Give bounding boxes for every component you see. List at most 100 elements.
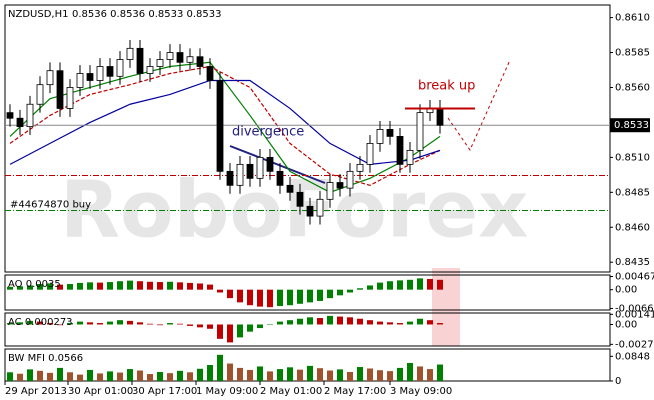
bar	[217, 354, 223, 381]
bar	[337, 316, 343, 325]
bar	[227, 289, 233, 299]
bar	[7, 372, 13, 381]
bar	[157, 371, 163, 381]
bar	[297, 289, 303, 304]
x-tick-label: 30 Apr 17:00	[132, 386, 197, 397]
bar	[347, 289, 353, 293]
bar	[187, 324, 193, 326]
x-tick-label: 3 May 09:00	[390, 386, 452, 397]
bar	[257, 289, 263, 307]
moving-average	[9, 61, 441, 193]
bar	[287, 367, 293, 381]
bar	[217, 324, 223, 339]
bar	[277, 321, 283, 325]
bar	[57, 367, 63, 381]
bar	[437, 279, 443, 290]
bar	[287, 320, 293, 325]
bar	[117, 372, 123, 381]
bar	[367, 320, 373, 325]
bar	[127, 280, 133, 290]
candle-body	[256, 156, 264, 179]
divergence-line	[229, 145, 326, 184]
bar	[337, 369, 343, 381]
bar	[297, 369, 303, 381]
bar	[257, 366, 263, 381]
bar	[127, 369, 133, 381]
level-label: #44674870 buy	[10, 199, 91, 210]
bar	[37, 321, 43, 325]
bar	[347, 371, 353, 381]
bar	[147, 281, 153, 290]
bar	[277, 369, 283, 381]
candle-body	[416, 112, 424, 151]
bar	[67, 323, 73, 325]
bar	[377, 321, 383, 325]
chart-subtitle: 0.8536 0.8536 0.8533 0.8533	[72, 9, 222, 20]
bar	[217, 289, 223, 293]
bar	[387, 281, 393, 290]
bar	[197, 324, 203, 328]
bar	[327, 370, 333, 381]
candle-body	[6, 112, 14, 119]
bar	[57, 284, 63, 290]
candle-body	[226, 170, 234, 186]
candle-body	[266, 156, 274, 172]
bar	[387, 322, 393, 325]
bar	[137, 281, 143, 290]
bar	[257, 324, 263, 329]
bar	[437, 364, 443, 381]
bar	[167, 373, 173, 381]
candle-body	[366, 142, 374, 165]
bar	[237, 289, 243, 303]
bar	[317, 318, 323, 325]
candle-body	[156, 59, 164, 67]
bar	[317, 368, 323, 381]
bar	[137, 322, 143, 325]
bar	[77, 321, 83, 325]
candle-body	[336, 182, 344, 189]
bar	[357, 318, 363, 325]
bar	[67, 372, 73, 381]
candle-body	[86, 73, 94, 81]
bar	[7, 323, 13, 325]
y-tick-label: -0.00277	[615, 339, 654, 350]
candle-body	[406, 149, 414, 165]
bar	[37, 284, 43, 290]
candle-body	[66, 87, 74, 109]
candle-body	[286, 184, 294, 193]
bar	[247, 324, 253, 332]
bar	[47, 283, 53, 290]
bar	[187, 372, 193, 381]
y-tick-label: -0.00665	[615, 303, 654, 314]
candle-body	[166, 52, 174, 60]
candle-body	[146, 66, 154, 74]
y-tick-label: 0.8460	[615, 222, 650, 233]
bar	[417, 366, 423, 381]
panel-frame	[4, 274, 611, 311]
bar	[307, 365, 313, 381]
candle-body	[206, 66, 214, 81]
x-tick-label: 2 May 17:00	[324, 386, 386, 397]
y-tick-label: 0.8485	[615, 187, 650, 198]
bar	[107, 282, 113, 290]
bar	[247, 289, 253, 306]
candle-body	[96, 66, 104, 81]
y-tick-label: 0.8510	[615, 152, 650, 163]
bar	[57, 324, 63, 326]
bar	[207, 284, 213, 290]
x-tick-label: 29 Apr 2013	[5, 386, 67, 397]
panel-title: BW MFI 0.0566	[8, 353, 83, 364]
bar	[267, 289, 273, 308]
bar	[117, 320, 123, 325]
candle-body	[386, 129, 394, 137]
bar	[17, 322, 23, 325]
bar	[337, 289, 343, 296]
bar	[407, 362, 413, 381]
candle-body	[236, 163, 244, 186]
bar	[87, 369, 93, 381]
candle-body	[46, 70, 54, 86]
candle-body	[16, 117, 24, 128]
x-tick-label: 1 May 09:00	[196, 386, 258, 397]
y-tick-label: 0.00	[615, 285, 637, 296]
